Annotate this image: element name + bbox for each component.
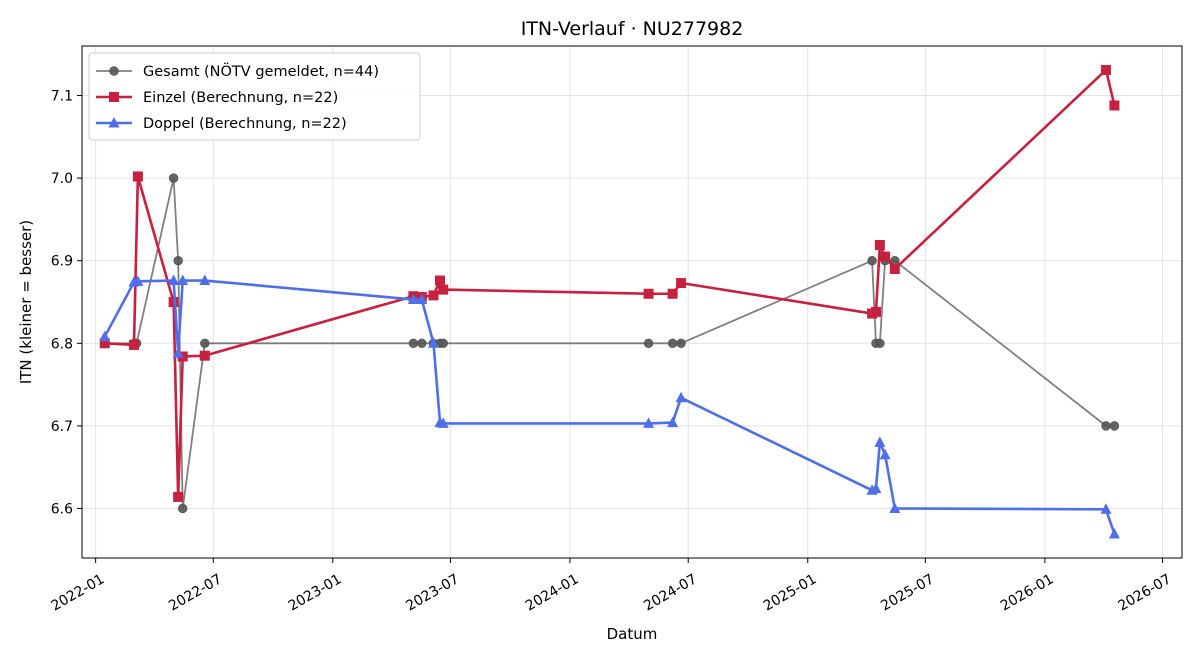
data-point [99,338,110,349]
data-point [667,416,679,428]
data-point [199,274,211,286]
data-point [1100,64,1111,75]
data-point [667,338,678,348]
data-point [870,306,881,317]
legend-label: Doppel (Berechnung, n=22) [143,116,347,132]
data-point [168,297,179,307]
data-point [199,350,210,361]
data-point [168,274,180,286]
data-point [200,338,210,348]
data-point [643,338,654,348]
y-tick-label: 7.0 [51,171,73,187]
data-point [417,338,427,348]
data-point [428,290,439,301]
data-point [438,338,448,348]
y-tick-label: 6.9 [51,254,73,270]
data-point [132,171,143,182]
y-tick-label: 6.6 [51,501,73,517]
y-tick-label: 7.1 [51,89,73,105]
data-point [643,417,655,428]
data-point [889,502,901,513]
data-point [438,284,449,295]
x-tick-label: 2022-01 [49,571,108,614]
data-point [889,263,900,274]
series-layer [99,64,1120,539]
data-point [675,391,687,403]
x-tick-label: 2025-07 [878,571,937,614]
data-point [416,293,428,305]
legend-marker [109,66,119,76]
data-point [879,448,891,460]
data-point [173,256,183,266]
data-point [132,275,144,286]
data-point [874,240,885,251]
data-point [1101,421,1111,431]
legend-label: Einzel (Berechnung, n=22) [143,90,338,106]
x-tick-label: 2024-07 [641,571,700,614]
series-markers [99,274,1120,539]
data-point [880,251,891,262]
series-line [103,279,1116,535]
chart-title: ITN-Verlauf · NU277982 [521,18,744,40]
data-point [643,288,654,299]
x-tick-label: 2024-01 [523,571,582,614]
data-point [1109,421,1120,431]
x-tick-label: 2022-07 [166,571,225,614]
data-point [172,347,184,358]
x-tick-label: 2026-07 [1115,571,1174,614]
data-point [435,275,446,286]
legend-marker [108,117,120,128]
y-tick-label: 6.7 [51,419,73,435]
y-axis-title: ITN (kleiner = besser) [17,220,35,384]
data-point [1109,100,1120,111]
data-point [874,436,886,447]
data-point [428,337,440,348]
x-tick-label: 2023-01 [286,571,345,614]
data-point [1100,503,1112,514]
plot-frame [81,45,1183,559]
data-point [99,330,111,342]
data-point [667,288,678,299]
data-point [676,338,686,348]
data-point [676,278,687,289]
data-point [437,417,449,428]
data-point [177,274,189,286]
legend-label: Gesamt (NÖTV gemeldet, n=44) [143,62,379,80]
data-point [173,491,184,502]
legend-box [88,52,421,141]
data-point [1108,528,1120,539]
y-tick-label: 6.8 [51,336,73,352]
legend-marker [109,92,119,102]
series-triangle [99,274,1120,539]
data-point [168,173,179,183]
data-point [408,338,419,348]
data-point [407,293,419,305]
data-point [870,482,882,494]
x-tick-label: 2023-07 [403,571,462,614]
x-axis-title: Datum [607,625,658,643]
series-square [99,64,1120,502]
legend: Gesamt (NÖTV gemeldet, n=44) Einzel (Bere… [88,52,421,141]
data-point [178,503,188,514]
data-point [867,256,877,266]
x-tick-label: 2026-01 [998,571,1057,614]
data-point [128,339,139,350]
data-point [875,338,885,348]
x-tick-label: 2025-01 [761,571,820,614]
